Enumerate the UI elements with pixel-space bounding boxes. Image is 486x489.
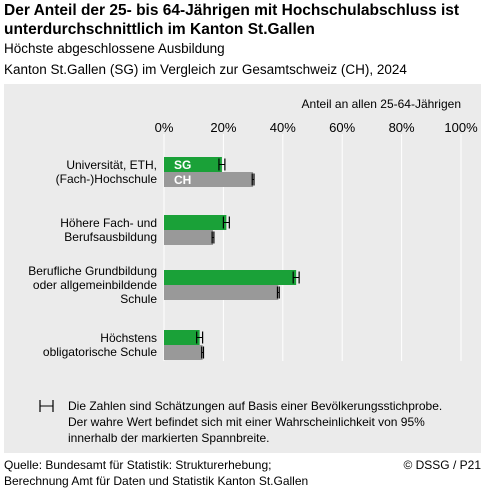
tick-label: 20% bbox=[210, 120, 236, 135]
bar-ch bbox=[164, 172, 254, 187]
ci-note-line: innerhalb der markierten Spannbreite. bbox=[68, 431, 269, 445]
source-line-2: Berechnung Amt für Daten und Statistik K… bbox=[4, 474, 309, 488]
ci-note-line: Der wahre Wert befindet sich mit einer W… bbox=[68, 415, 425, 429]
tick-label: 0% bbox=[155, 120, 174, 135]
bar-ch bbox=[164, 285, 279, 300]
bar-ch bbox=[164, 230, 214, 245]
category-label: Schule bbox=[120, 292, 157, 306]
bar-sg bbox=[164, 330, 200, 345]
bar-sg bbox=[164, 270, 297, 285]
copyright: © DSSG / P21 bbox=[403, 458, 481, 472]
category-label: Berufsausbildung bbox=[64, 230, 157, 244]
category-label: Universität, ETH, bbox=[66, 158, 157, 172]
tick-label: 60% bbox=[329, 120, 355, 135]
source-line-1: Quelle: Bundesamt für Statistik: Struktu… bbox=[4, 458, 272, 472]
category-label: Berufliche Grundbildung bbox=[28, 264, 157, 278]
series-label-ch: CH bbox=[174, 173, 191, 187]
category-label: Höchstens bbox=[100, 331, 157, 345]
source-note: Quelle: Bundesamt für Statistik: Struktu… bbox=[4, 457, 384, 489]
chart-subtitle: Höchste abgeschlossene Ausbildung bbox=[4, 41, 225, 56]
category-label: (Fach-)Hochschule bbox=[56, 172, 158, 186]
axis-title: Anteil an allen 25-64-Jährigen bbox=[302, 97, 461, 111]
tick-label: 100% bbox=[444, 120, 478, 135]
ci-note-line: Die Zahlen sind Schätzungen auf Basis ei… bbox=[68, 399, 442, 413]
category-label: obligatorische Schule bbox=[43, 345, 157, 359]
bar-sg bbox=[164, 157, 222, 172]
tick-label: 80% bbox=[389, 120, 415, 135]
tick-label: 40% bbox=[270, 120, 296, 135]
chart-panel: Anteil an allen 25-64-Jährigen 0% 20% 40% 60… bbox=[4, 84, 481, 453]
series-label-sg: SG bbox=[174, 158, 191, 172]
chart-title: Der Anteil der 25- bis 64-Jährigen mit H… bbox=[4, 2, 460, 38]
category-label: oder allgemeinbildende bbox=[33, 278, 157, 292]
chart-subtitle-region: Kanton St.Gallen (SG) im Vergleich zur G… bbox=[4, 62, 407, 77]
bar-ch bbox=[164, 345, 203, 360]
bar-sg bbox=[164, 215, 227, 230]
category-label: Höhere Fach- und bbox=[60, 216, 157, 230]
bar-chart: Anteil an allen 25-64-Jährigen 0% 20% 40% 60… bbox=[28, 97, 478, 445]
